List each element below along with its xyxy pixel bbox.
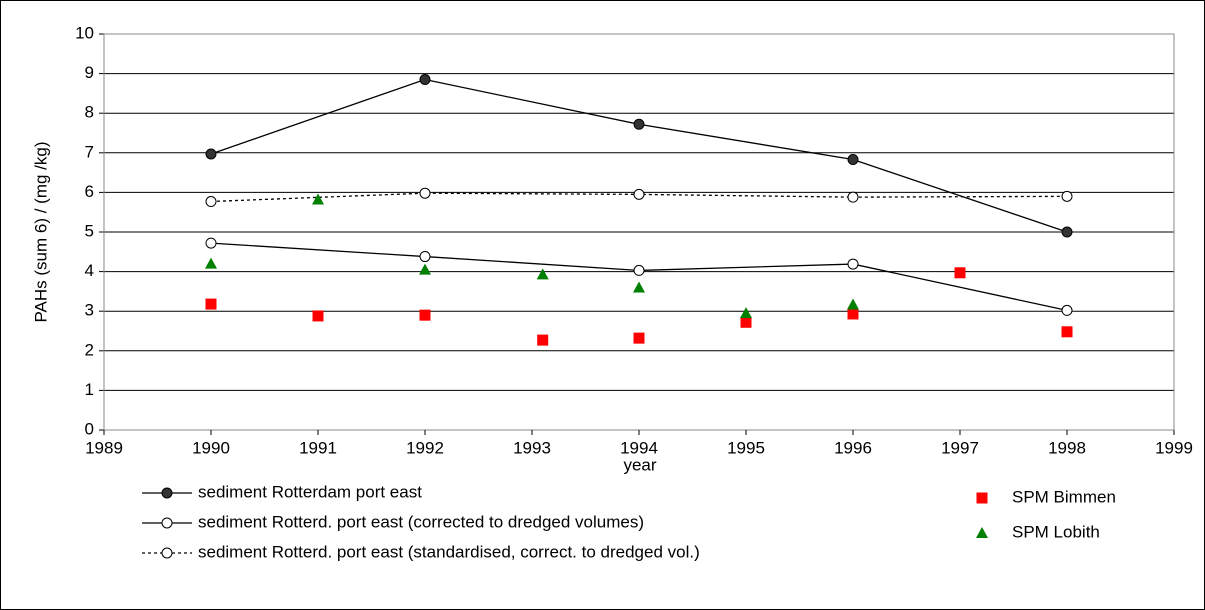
- data-point: [633, 264, 645, 276]
- y-tick-label: 6: [85, 182, 94, 201]
- legend-label: sediment Rotterd. port east (standardise…: [198, 542, 700, 561]
- data-point: [1061, 190, 1073, 202]
- y-tick-label: 5: [85, 221, 94, 240]
- data-point: [419, 74, 431, 86]
- legend-marker: [976, 492, 988, 504]
- legend-label: SPM Bimmen: [1012, 487, 1116, 506]
- data-point: [205, 237, 217, 249]
- data-point: [419, 251, 431, 263]
- data-point: [847, 308, 859, 320]
- data-point: [847, 298, 859, 310]
- x-tick-label: 1994: [620, 438, 658, 457]
- data-point: [419, 187, 431, 199]
- x-tick-label: 1993: [513, 438, 551, 457]
- data-point: [536, 268, 549, 280]
- x-tick-label: 1999: [1155, 438, 1193, 457]
- x-axis-label: year: [623, 455, 656, 474]
- data-point: [1061, 304, 1073, 316]
- data-point: [633, 118, 645, 130]
- x-tick-label: 1998: [1048, 438, 1086, 457]
- legend-label: sediment Rotterdam port east: [198, 482, 422, 501]
- data-point: [740, 316, 752, 328]
- legend-marker: [976, 527, 988, 538]
- data-point: [205, 148, 217, 160]
- data-point: [537, 334, 549, 346]
- x-tick-label: 1992: [406, 438, 444, 457]
- legend-label: sediment Rotterd. port east (corrected t…: [198, 512, 644, 531]
- legend-label: SPM Lobith: [1012, 522, 1100, 541]
- y-tick-label: 8: [85, 103, 94, 122]
- x-tick-label: 1990: [192, 438, 230, 457]
- data-point: [312, 193, 324, 205]
- data-point: [847, 154, 859, 166]
- x-tick-label: 1996: [834, 438, 872, 457]
- data-point: [205, 196, 217, 208]
- y-tick-label: 7: [85, 142, 94, 161]
- legend-marker: [161, 547, 173, 559]
- data-point: [205, 257, 217, 269]
- legend-marker: [161, 487, 173, 499]
- legend-marker: [161, 517, 173, 529]
- data-point: [205, 298, 217, 310]
- x-tick-label: 1991: [299, 438, 337, 457]
- x-tick-label: 1997: [941, 438, 979, 457]
- y-tick-label: 9: [85, 63, 94, 82]
- data-point: [633, 332, 645, 344]
- data-point: [847, 191, 859, 203]
- data-point: [312, 310, 324, 322]
- data-point: [740, 307, 752, 319]
- y-axis-label: PAHs (sum 6) / (mg /kg): [31, 141, 50, 322]
- y-tick-label: 1: [85, 380, 94, 399]
- data-point: [633, 188, 645, 200]
- y-tick-label: 0: [85, 419, 94, 438]
- y-tick-label: 3: [85, 301, 94, 320]
- x-tick-label: 1995: [727, 438, 765, 457]
- data-point: [419, 309, 431, 321]
- data-point: [954, 267, 966, 279]
- data-point: [1061, 226, 1073, 238]
- x-tick-label: 1989: [85, 438, 123, 457]
- data-point: [633, 281, 645, 293]
- data-point: [419, 263, 431, 275]
- data-point: [847, 258, 859, 270]
- y-tick-label: 4: [85, 261, 94, 280]
- y-tick-label: 10: [75, 23, 94, 42]
- y-tick-label: 2: [85, 340, 94, 359]
- data-point: [1061, 326, 1073, 338]
